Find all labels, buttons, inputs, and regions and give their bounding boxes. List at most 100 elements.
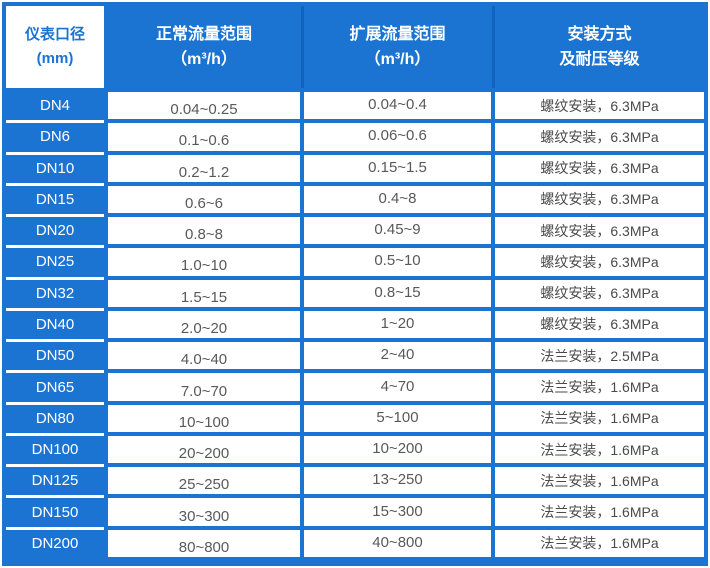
installation-cell-text: 法兰安装，1.6MPa xyxy=(540,379,659,396)
diameter-cell: DN20 xyxy=(6,217,104,245)
diameter-cell-text: DN20 xyxy=(35,222,75,240)
installation-cell: 法兰安装，1.6MPa xyxy=(495,373,704,401)
header-normal-range: 正常流量范围 （m³/h） xyxy=(108,6,300,88)
installation-cell: 法兰安装，1.6MPa xyxy=(495,529,704,557)
installation-cell-text: 法兰安装，1.6MPa xyxy=(540,535,659,552)
installation-cell: 法兰安装，1.6MPa xyxy=(495,467,704,495)
diameter-cell: DN65 xyxy=(6,373,104,401)
installation-cell-text: 螺纹安装，6.3MPa xyxy=(540,253,659,270)
extended-range-cell-text: 0.8~15 xyxy=(374,283,421,301)
header-installation-line2: 及耐压等级 xyxy=(559,51,640,68)
installation-cell-text: 法兰安装，1.6MPa xyxy=(540,410,659,427)
header-normal-range-line2: （m³/h） xyxy=(171,51,237,68)
extended-range-cell-text: 0.4~8 xyxy=(378,189,417,207)
extended-range-cell-text: 2~40 xyxy=(380,346,415,364)
normal-range-cell: 0.1~0.6 xyxy=(108,123,300,151)
extended-range-cell: 10~200 xyxy=(304,435,491,464)
diameter-cell-text: DN80 xyxy=(35,409,75,427)
diameter-cell-text: DN100 xyxy=(31,441,79,459)
extended-range-cell-text: 5~100 xyxy=(376,408,419,426)
normal-range-cell: 0.8~8 xyxy=(108,217,300,245)
extended-range-cell-text: 15~300 xyxy=(372,502,423,520)
extended-range-cell: 0.45~9 xyxy=(304,217,491,245)
normal-range-cell: 80~800 xyxy=(108,529,300,557)
installation-cell-text: 法兰安装，2.5MPa xyxy=(540,347,659,364)
normal-range-cell-text: 4.0~40 xyxy=(180,351,228,369)
header-extended-range-line1: 扩展流量范围 xyxy=(349,26,446,43)
extended-range-cell: 0.8~15 xyxy=(304,279,491,307)
extended-range-cell: 40~800 xyxy=(304,529,491,557)
diameter-cell-text: DN150 xyxy=(31,503,79,521)
diameter-cell-text: DN32 xyxy=(35,284,75,302)
diameter-cell-text: DN6 xyxy=(39,128,70,146)
installation-cell-text: 法兰安装，1.6MPa xyxy=(540,441,659,458)
header-diameter: 仪表口径 (mm) xyxy=(6,6,104,88)
diameter-cell-text: DN10 xyxy=(35,159,75,177)
normal-range-cell: 30~300 xyxy=(108,498,300,526)
normal-range-cell-text: 0.04~0.25 xyxy=(170,101,238,119)
normal-range-cell: 1.0~10 xyxy=(108,248,300,276)
header-extended-range: 扩展流量范围 （m³/h） xyxy=(304,6,491,88)
normal-range-cell: 10~100 xyxy=(108,404,300,432)
normal-range-cell-text: 0.8~8 xyxy=(185,226,223,244)
installation-cell: 螺纹安装，6.3MPa xyxy=(495,279,704,307)
normal-range-cell-text: 30~300 xyxy=(178,507,230,525)
installation-cell-text: 螺纹安装，6.3MPa xyxy=(540,128,659,145)
extended-range-cell: 13~250 xyxy=(304,467,491,495)
diameter-cell: DN200 xyxy=(6,529,104,557)
header-installation: 安装方式 及耐压等级 xyxy=(495,6,704,88)
diameter-cell-text: DN4 xyxy=(39,97,70,115)
normal-range-cell-text: 2.0~20 xyxy=(180,319,228,337)
diameter-cell: DN10 xyxy=(6,154,104,182)
diameter-cell-text: DN200 xyxy=(31,534,79,552)
normal-range-cell: 7.0~70 xyxy=(108,373,300,401)
extended-range-cell: 0.06~0.6 xyxy=(304,123,491,151)
installation-cell-text: 螺纹安装，6.3MPa xyxy=(540,222,659,239)
diameter-cell: DN150 xyxy=(6,498,104,526)
normal-range-cell: 20~200 xyxy=(108,435,300,464)
installation-cell-text: 法兰安装，1.6MPa xyxy=(540,472,659,489)
diameter-cell-text: DN65 xyxy=(35,378,75,396)
extended-range-cell: 2~40 xyxy=(304,342,491,370)
extended-range-cell-text: 0.15~1.5 xyxy=(368,158,427,176)
normal-range-cell: 4.0~40 xyxy=(108,342,300,370)
normal-range-cell-text: 80~800 xyxy=(178,538,230,556)
diameter-cell: DN32 xyxy=(6,279,104,307)
diameter-cell: DN4 xyxy=(6,92,104,120)
diameter-cell-text: DN40 xyxy=(35,315,75,333)
normal-range-cell: 1.5~15 xyxy=(108,279,300,307)
normal-range-cell-text: 0.6~6 xyxy=(185,194,223,212)
installation-cell: 法兰安装，1.6MPa xyxy=(495,435,704,464)
spec-table: 仪表口径 (mm) 正常流量范围 （m³/h） 扩展流量范围 （m³/h） 安装… xyxy=(6,6,704,557)
diameter-cell: DN50 xyxy=(6,342,104,370)
header-normal-range-line1: 正常流量范围 xyxy=(155,26,252,43)
extended-range-cell: 0.5~10 xyxy=(304,248,491,276)
diameter-cell: DN40 xyxy=(6,310,104,339)
installation-cell: 法兰安装，1.6MPa xyxy=(495,404,704,432)
diameter-cell: DN6 xyxy=(6,123,104,151)
installation-cell: 螺纹安装，6.3MPa xyxy=(495,123,704,151)
header-extended-range-line2: （m³/h） xyxy=(364,51,431,68)
diameter-cell: DN15 xyxy=(6,185,104,214)
installation-cell-text: 螺纹安装，6.3MPa xyxy=(540,285,659,302)
extended-range-cell-text: 13~250 xyxy=(372,471,423,489)
diameter-cell: DN80 xyxy=(6,404,104,432)
normal-range-cell-text: 7.0~70 xyxy=(180,382,228,400)
installation-cell: 螺纹安装，6.3MPa xyxy=(495,310,704,339)
normal-range-cell-text: 0.2~1.2 xyxy=(178,163,230,181)
diameter-cell-text: DN15 xyxy=(35,190,75,208)
installation-cell-text: 螺纹安装，6.3MPa xyxy=(540,160,659,177)
header-installation-line1: 安装方式 xyxy=(567,26,632,43)
normal-range-cell: 25~250 xyxy=(108,467,300,495)
normal-range-cell-text: 1.5~15 xyxy=(180,288,228,306)
extended-range-cell: 0.4~8 xyxy=(304,185,491,214)
diameter-cell: DN100 xyxy=(6,435,104,464)
normal-range-cell: 0.2~1.2 xyxy=(108,154,300,182)
extended-range-cell: 1~20 xyxy=(304,310,491,339)
installation-cell-text: 螺纹安装，6.3MPa xyxy=(540,97,659,114)
diameter-cell-text: DN25 xyxy=(35,253,75,271)
installation-cell-text: 螺纹安装，6.3MPa xyxy=(540,191,659,208)
extended-range-cell-text: 0.5~10 xyxy=(374,252,421,270)
extended-range-cell-text: 40~800 xyxy=(372,533,423,551)
